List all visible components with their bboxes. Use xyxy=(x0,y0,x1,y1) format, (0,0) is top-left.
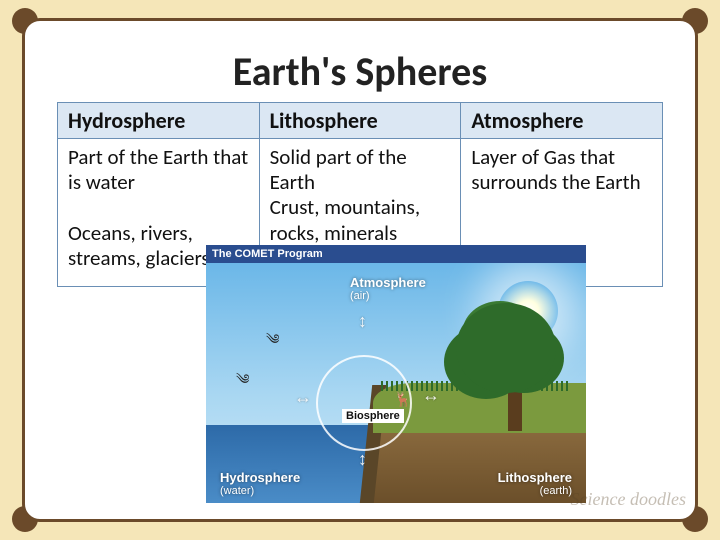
atmosphere-label: Atmosphere (air) xyxy=(350,275,426,302)
bird-icon: ༄ xyxy=(266,323,279,363)
lithosphere-label: Lithosphere (earth) xyxy=(498,470,572,497)
diagram-scene: Biosphere ༄ ༄ 🦌 ↕ ↔ ↔ ↕ Atmosphere (air)… xyxy=(206,263,586,503)
lithosphere-sub: (earth) xyxy=(498,485,572,497)
col-header-atmosphere: Atmosphere xyxy=(461,103,663,139)
table-header-row: Hydrosphere Lithosphere Atmosphere xyxy=(58,103,663,139)
arrow-icon: ↕ xyxy=(358,449,367,470)
hydrosphere-label: Hydrosphere (water) xyxy=(220,470,300,497)
bird-icon: ༄ xyxy=(236,363,249,403)
atmosphere-text: Atmosphere xyxy=(350,275,426,290)
watermark-text: Science doodles xyxy=(571,489,686,510)
arrow-icon: ↔ xyxy=(294,387,312,408)
hydrosphere-sub: (water) xyxy=(220,485,300,497)
arrow-icon: ↕ xyxy=(358,311,367,332)
lithosphere-text: Lithosphere xyxy=(498,470,572,485)
atmosphere-sub: (air) xyxy=(350,290,426,302)
page-title: Earth's Spheres xyxy=(57,47,663,96)
arrow-icon: ↔ xyxy=(422,385,440,406)
col-header-lithosphere: Lithosphere xyxy=(259,103,461,139)
spheres-diagram: The COMET Program Biosphere ༄ ༄ 🦌 ↕ ↔ ↔ … xyxy=(206,245,586,505)
col-header-hydrosphere: Hydrosphere xyxy=(58,103,260,139)
animal-icon: 🦌 xyxy=(394,391,411,408)
hydrosphere-text: Hydrosphere xyxy=(220,470,300,485)
tree-crown xyxy=(456,303,556,393)
biosphere-label: Biosphere xyxy=(342,409,404,423)
diagram-program-label: The COMET Program xyxy=(206,245,586,263)
